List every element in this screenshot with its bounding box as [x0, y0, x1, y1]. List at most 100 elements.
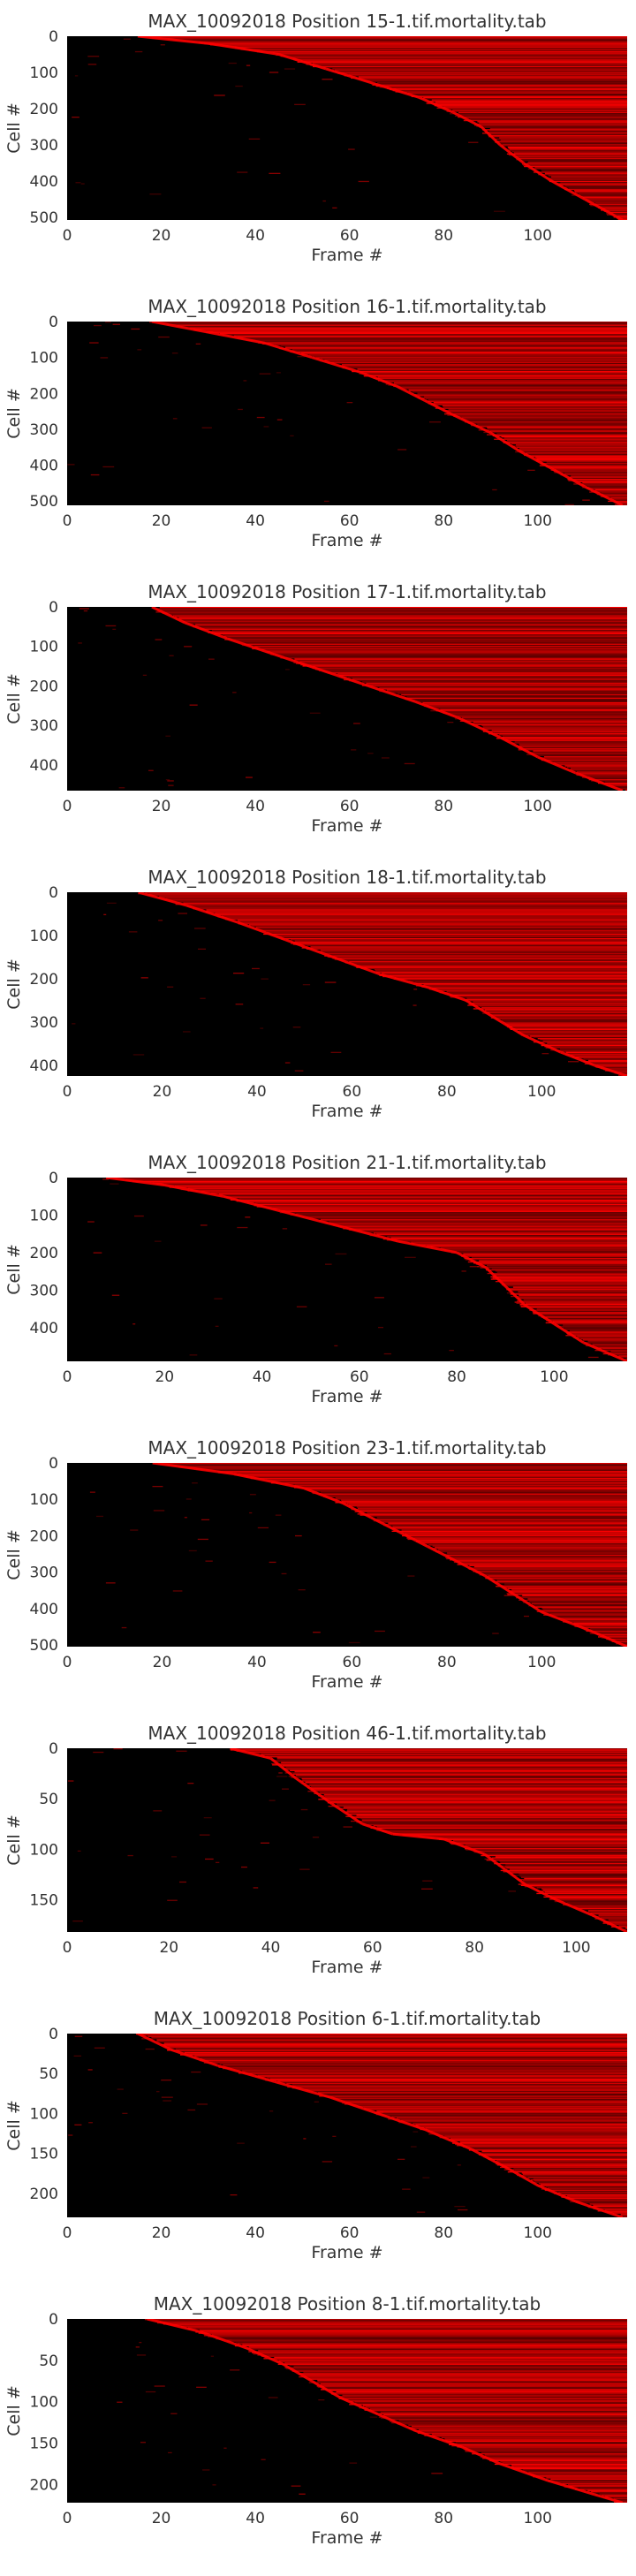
- heatmap-row: [519, 1305, 627, 1307]
- heatmap-row: [300, 353, 627, 355]
- heatmap-row: [391, 2422, 627, 2424]
- heatmap-row: [481, 2153, 627, 2155]
- heatmap-row: [602, 1348, 627, 1350]
- heatmap-row: [524, 1877, 627, 1880]
- heatmap-row: [186, 41, 627, 42]
- heatmap-row: [201, 1191, 627, 1193]
- heatmap-speckle: [260, 1842, 269, 1844]
- heatmap-row: [432, 2436, 627, 2437]
- heatmap-speckle: [402, 2188, 411, 2190]
- heatmap-row: [505, 1023, 627, 1025]
- y-tick-label: 400: [30, 757, 58, 775]
- heatmap-row: [514, 741, 627, 743]
- heatmap-row: [513, 152, 627, 154]
- heatmap-row: [398, 2420, 627, 2421]
- heatmap-speckle: [374, 1297, 384, 1299]
- heatmap-speckle: [468, 141, 479, 143]
- heatmap-row: [424, 1543, 627, 1545]
- heatmap-row: [459, 114, 627, 116]
- death-edge: [269, 1757, 298, 1780]
- heatmap-row: [327, 361, 627, 363]
- death-edge: [329, 2095, 379, 2115]
- heatmap-row: [599, 2493, 627, 2495]
- heatmap-row: [541, 1316, 627, 1318]
- x-tick-label: 20: [152, 2224, 171, 2242]
- y-tick-label: 200: [30, 385, 58, 403]
- heatmap-speckle: [117, 2401, 123, 2403]
- heatmap-row: [306, 944, 627, 947]
- heatmap-row: [469, 118, 627, 120]
- heatmap-row: [496, 2164, 627, 2166]
- heatmap-row: [494, 1863, 627, 1865]
- chart-title: MAX_10092018 Position 8-1.tif.mortality.…: [154, 2293, 541, 2315]
- heatmap-row: [401, 1529, 627, 1531]
- heatmap-row: [254, 1205, 627, 1207]
- heatmap-row: [363, 1231, 627, 1233]
- heatmap-row: [423, 96, 627, 99]
- heatmap-row: [166, 323, 627, 325]
- heatmap-row: [237, 921, 627, 922]
- heatmap-row: [206, 912, 627, 913]
- heatmap-row: [615, 787, 627, 789]
- heatmap-speckle: [88, 2122, 93, 2124]
- heatmap-row: [378, 2416, 627, 2418]
- heatmap-row: [601, 1067, 627, 1070]
- heatmap-row: [292, 2370, 627, 2372]
- heatmap-row: [331, 362, 627, 365]
- heatmap-row: [558, 1617, 627, 1618]
- heatmap-speckle: [110, 1183, 119, 1185]
- y-tick-label: 300: [30, 137, 58, 155]
- heatmap-row: [515, 451, 627, 453]
- heatmap-row: [482, 726, 627, 728]
- heatmap-row: [544, 1046, 627, 1048]
- heatmap-row: [337, 1803, 627, 1805]
- death-edge: [452, 110, 482, 128]
- y-tick-label: 500: [30, 209, 58, 227]
- heatmap-row: [167, 2049, 627, 2051]
- heatmap-row: [436, 1837, 627, 1839]
- heatmap-row: [391, 1528, 627, 1530]
- heatmap-row: [450, 996, 627, 998]
- heatmap-speckle: [72, 1023, 76, 1025]
- heatmap-speckle: [416, 2211, 426, 2213]
- heatmap-row: [565, 2197, 627, 2200]
- heatmap-row: [439, 992, 627, 994]
- heatmap-row: [299, 2374, 627, 2375]
- heatmap-row: [417, 2432, 627, 2434]
- heatmap-row: [610, 2499, 627, 2501]
- heatmap-row: [285, 655, 627, 658]
- heatmap-row: [574, 190, 627, 192]
- death-edge: [311, 2379, 341, 2399]
- heatmap-row: [546, 1043, 627, 1045]
- heatmap-row: [327, 672, 627, 674]
- heatmap-row: [473, 1571, 627, 1572]
- heatmap-speckle: [112, 628, 117, 630]
- heatmap-row: [376, 971, 627, 973]
- heatmap-row: [550, 176, 627, 178]
- heatmap-row: [266, 1754, 627, 1757]
- heatmap-row: [523, 164, 627, 166]
- heatmap-row: [489, 2459, 627, 2462]
- heatmap-row: [546, 1320, 627, 1322]
- heatmap-row: [320, 1218, 627, 1221]
- heatmap-row: [519, 157, 627, 160]
- heatmap-cells: [72, 892, 627, 1076]
- heatmap-row: [516, 446, 627, 448]
- heatmap-row: [252, 648, 627, 650]
- death-edge: [427, 1545, 458, 1563]
- heatmap-speckle: [243, 380, 247, 382]
- heatmap-row: [193, 906, 627, 909]
- heatmap-speckle: [527, 469, 535, 471]
- death-edge: [151, 322, 209, 334]
- chart-title: MAX_10092018 Position 46-1.tif.mortality…: [148, 1723, 546, 1744]
- heatmap-speckle: [230, 2369, 240, 2371]
- heatmap-row: [354, 2401, 627, 2403]
- heatmap-row: [320, 1491, 627, 1493]
- heatmap-row: [265, 1479, 627, 1481]
- heatmap-row: [507, 146, 627, 148]
- x-tick-label: 40: [261, 1939, 281, 1957]
- heatmap-row: [565, 1335, 627, 1337]
- death-edge: [304, 1487, 344, 1504]
- heatmap-row: [238, 921, 627, 924]
- death-edge: [574, 2200, 624, 2217]
